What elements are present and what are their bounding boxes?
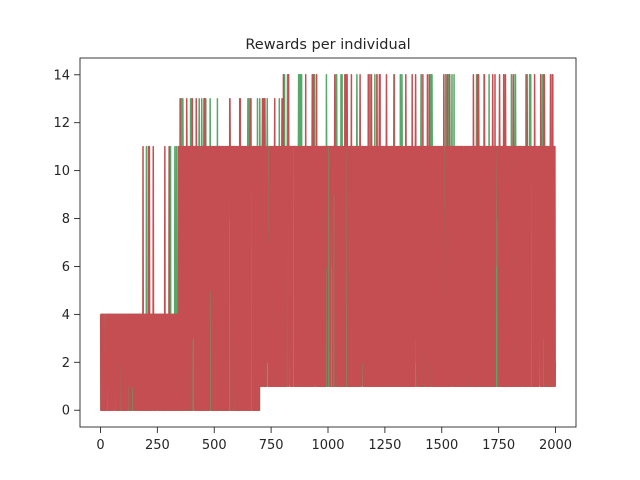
y-tick-label: 0 bbox=[62, 404, 70, 419]
x-tick-label: 2000 bbox=[539, 438, 572, 453]
x-axis: 0 250 500 750 1000 1250 1500 1750 2000 bbox=[96, 427, 572, 453]
x-tick-label: 500 bbox=[202, 438, 227, 453]
x-tick-label: 250 bbox=[145, 438, 170, 453]
x-tick-label: 0 bbox=[96, 438, 104, 453]
chart-title: Rewards per individual bbox=[245, 37, 410, 53]
y-tick-label: 14 bbox=[53, 68, 70, 83]
x-tick-label: 1000 bbox=[311, 438, 344, 453]
x-tick-label: 1250 bbox=[368, 438, 401, 453]
series-layer bbox=[99, 74, 557, 411]
x-tick-label: 1500 bbox=[425, 438, 458, 453]
y-tick-label: 4 bbox=[62, 308, 70, 323]
y-axis: 0 2 4 6 8 10 12 14 bbox=[53, 68, 80, 419]
y-tick-label: 10 bbox=[53, 164, 70, 179]
y-tick-label: 12 bbox=[53, 116, 70, 131]
y-tick-label: 8 bbox=[62, 212, 70, 227]
x-tick-label: 1750 bbox=[482, 438, 515, 453]
y-tick-label: 2 bbox=[62, 356, 70, 371]
series-line-2 bbox=[99, 74, 557, 411]
y-tick-label: 6 bbox=[62, 260, 70, 275]
x-tick-label: 750 bbox=[259, 438, 284, 453]
